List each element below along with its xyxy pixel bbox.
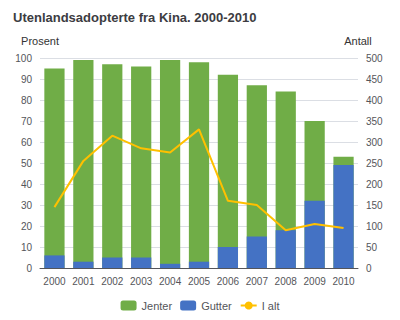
svg-text:Jenter: Jenter [142, 300, 173, 312]
svg-text:400: 400 [366, 95, 383, 106]
svg-text:50: 50 [21, 158, 33, 169]
svg-text:2003: 2003 [130, 276, 153, 287]
svg-text:10: 10 [21, 242, 33, 253]
svg-text:2006: 2006 [217, 276, 240, 287]
svg-text:2000: 2000 [43, 276, 66, 287]
svg-text:300: 300 [366, 137, 383, 148]
svg-text:100: 100 [15, 53, 32, 64]
svg-text:350: 350 [366, 116, 383, 127]
svg-text:Utenlandsadopterte fra Kina. 2: Utenlandsadopterte fra Kina. 2000-2010 [13, 10, 256, 25]
svg-text:2001: 2001 [72, 276, 95, 287]
svg-text:450: 450 [366, 74, 383, 85]
svg-text:2009: 2009 [304, 276, 327, 287]
svg-text:100: 100 [366, 221, 383, 232]
svg-text:0: 0 [366, 263, 372, 274]
svg-text:Prosent: Prosent [21, 35, 59, 47]
svg-text:80: 80 [21, 95, 33, 106]
svg-text:50: 50 [366, 242, 378, 253]
svg-text:2002: 2002 [101, 276, 124, 287]
svg-text:70: 70 [21, 116, 33, 127]
svg-text:20: 20 [21, 221, 33, 232]
svg-text:2005: 2005 [188, 276, 211, 287]
svg-text:0: 0 [26, 263, 32, 274]
svg-text:2008: 2008 [275, 276, 298, 287]
svg-text:2007: 2007 [246, 276, 269, 287]
svg-text:40: 40 [21, 179, 33, 190]
svg-text:30: 30 [21, 200, 33, 211]
svg-text:Gutter: Gutter [201, 300, 232, 312]
svg-text:150: 150 [366, 200, 383, 211]
svg-text:I alt: I alt [262, 300, 280, 312]
svg-text:Antall: Antall [344, 35, 372, 47]
svg-text:2010: 2010 [332, 276, 355, 287]
svg-text:500: 500 [366, 53, 383, 64]
svg-text:250: 250 [366, 158, 383, 169]
svg-text:2004: 2004 [159, 276, 182, 287]
svg-text:60: 60 [21, 137, 33, 148]
svg-text:90: 90 [21, 74, 33, 85]
svg-text:200: 200 [366, 179, 383, 190]
